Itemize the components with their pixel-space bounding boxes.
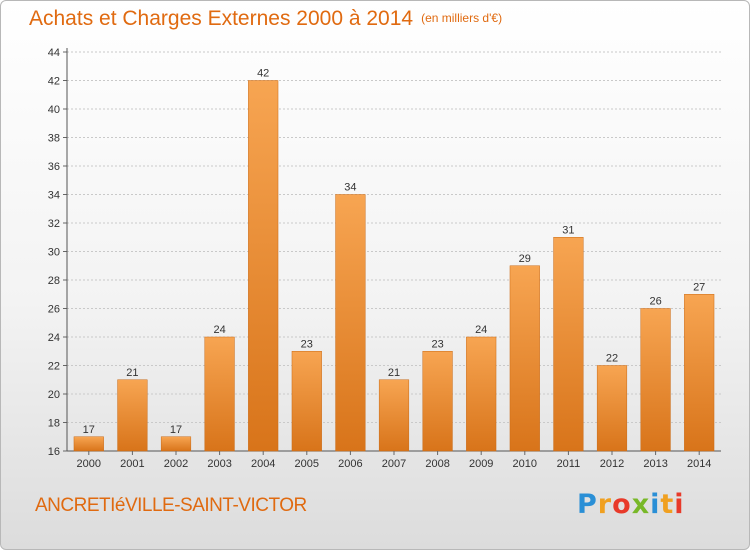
bar	[640, 308, 671, 452]
data-label: 17	[170, 424, 182, 436]
proxiti-logo: Proxiti	[577, 489, 685, 520]
logo-letter: i	[650, 489, 661, 520]
x-tick-label: 2004	[251, 458, 275, 470]
bar	[160, 436, 192, 452]
data-label: 29	[519, 253, 531, 265]
bar	[248, 80, 279, 452]
logo-letter: i	[674, 489, 685, 520]
bar	[73, 436, 104, 452]
bar	[422, 351, 453, 452]
commune-name: ANCRETIéVILLE-SAINT-VICTOR	[35, 495, 307, 516]
x-tick-label: 2009	[469, 458, 493, 470]
data-label: 24	[475, 324, 487, 336]
data-label: 23	[431, 338, 443, 350]
bar	[117, 379, 148, 452]
data-label: 23	[301, 338, 313, 350]
bar	[204, 336, 235, 452]
data-label: 34	[344, 182, 356, 194]
data-label: 17	[83, 424, 95, 436]
logo-letter: t	[660, 489, 675, 520]
y-tick-label: 26	[48, 304, 60, 316]
y-tick-label: 18	[48, 418, 60, 430]
bar	[684, 294, 715, 452]
x-tick-label: 2000	[77, 458, 101, 470]
y-tick-label: 22	[48, 361, 60, 373]
bar	[509, 265, 540, 452]
y-tick-label: 36	[48, 161, 60, 173]
data-label: 26	[649, 296, 661, 308]
chart-unit: (en milliers d'€)	[421, 11, 503, 25]
data-label: 21	[126, 367, 138, 379]
y-tick-label: 24	[48, 332, 60, 344]
x-tick-label: 2003	[207, 458, 231, 470]
bar	[466, 336, 497, 452]
x-tick-label: 2012	[600, 458, 624, 470]
x-tick-label: 2010	[513, 458, 537, 470]
y-tick-label: 32	[48, 218, 60, 230]
y-tick-label: 30	[48, 247, 60, 259]
bar	[553, 237, 584, 452]
x-tick-label: 2008	[425, 458, 449, 470]
data-label: 22	[606, 353, 618, 365]
logo-letter: r	[597, 489, 613, 520]
logo-letter: P	[577, 489, 598, 520]
logo-letter: x	[631, 489, 651, 520]
x-tick-label: 2002	[164, 458, 188, 470]
data-label: 27	[693, 281, 705, 293]
y-tick-label: 42	[48, 76, 60, 88]
bar	[378, 379, 410, 452]
y-tick-label: 38	[48, 133, 60, 145]
x-tick-label: 2006	[338, 458, 362, 470]
y-tick-label: 28	[48, 275, 60, 287]
bar	[335, 194, 366, 452]
y-tick-label: 34	[48, 190, 60, 202]
chart-title-text: Achats et Charges Externes 2000 à 2014	[29, 7, 414, 30]
x-tick-label: 2005	[295, 458, 319, 470]
data-label: 31	[562, 224, 574, 236]
bar	[291, 351, 322, 452]
logo-letter: o	[612, 489, 632, 520]
x-tick-label: 2001	[120, 458, 144, 470]
y-tick-label: 16	[48, 446, 60, 458]
y-tick-label: 44	[48, 47, 60, 59]
x-tick-label: 2013	[643, 458, 667, 470]
data-label: 24	[213, 324, 225, 336]
x-tick-label: 2011	[557, 458, 581, 470]
y-tick-label: 40	[48, 104, 60, 116]
data-label: 42	[257, 68, 269, 80]
x-tick-label: 2007	[382, 458, 406, 470]
bar	[596, 365, 628, 452]
data-label: 21	[388, 367, 400, 379]
x-tick-label: 2014	[687, 458, 711, 470]
y-tick-label: 20	[48, 389, 60, 401]
chart-title: Achats et Charges Externes 2000 à 2014 (e…	[29, 7, 502, 31]
